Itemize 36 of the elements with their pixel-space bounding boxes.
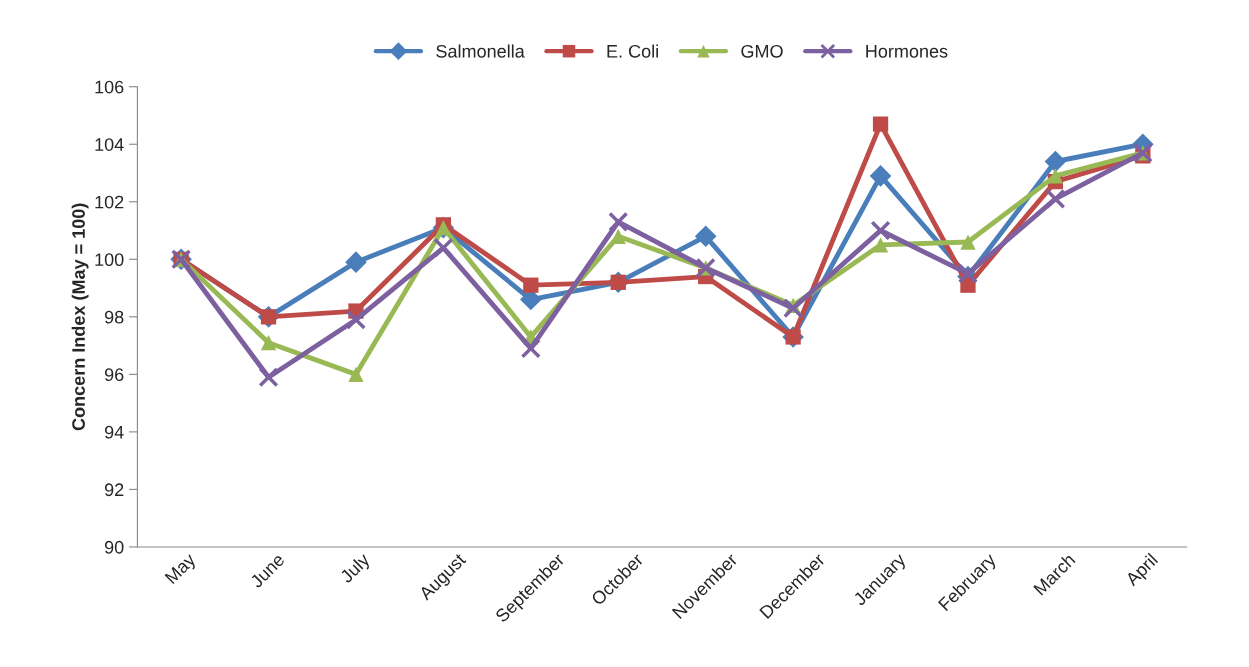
y-axis-title: Concern Index (May = 100)	[71, 203, 89, 431]
point	[960, 234, 976, 250]
point	[1047, 168, 1064, 184]
point	[520, 338, 541, 359]
legend-label: Salmonella	[436, 44, 525, 58]
point	[1044, 150, 1067, 173]
point	[348, 366, 364, 382]
point	[523, 277, 539, 293]
legend-label: GMO	[741, 44, 783, 58]
point	[345, 251, 367, 273]
point	[870, 220, 891, 241]
point	[869, 165, 892, 187]
y-tick-label: 96	[104, 368, 124, 382]
y-tick-label: 90	[104, 540, 124, 554]
point	[258, 367, 279, 388]
y-tick-label: 92	[104, 483, 124, 497]
y-tick-label: 106	[95, 80, 124, 94]
point	[694, 225, 717, 248]
point	[1045, 188, 1066, 209]
legend-label: E. Coli	[607, 44, 658, 58]
point	[260, 335, 277, 351]
x-tick-label: May	[164, 552, 200, 587]
point	[345, 309, 367, 330]
point	[433, 237, 454, 258]
y-tick-label: 104	[95, 138, 124, 151]
point	[872, 237, 889, 253]
point	[608, 211, 629, 232]
y-tick-label: 98	[104, 310, 124, 324]
y-tick-label: 102	[95, 195, 124, 209]
y-tick-label: 100	[95, 253, 124, 267]
point	[610, 228, 626, 244]
point	[783, 298, 804, 319]
legend-label: Hormones	[866, 45, 948, 58]
x-tick-label: July	[338, 551, 374, 587]
point	[872, 116, 889, 132]
y-tick-label: 94	[104, 425, 124, 439]
